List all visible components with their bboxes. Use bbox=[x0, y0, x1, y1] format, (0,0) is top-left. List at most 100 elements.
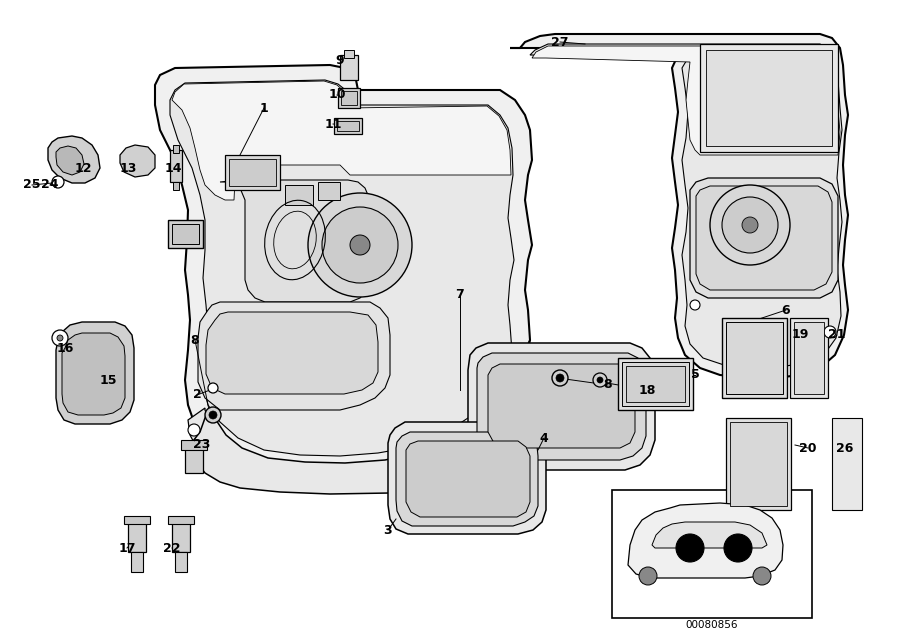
Circle shape bbox=[52, 330, 68, 346]
Bar bbox=[225, 155, 280, 190]
Bar bbox=[612, 490, 812, 618]
Bar bbox=[285, 185, 313, 205]
Polygon shape bbox=[468, 343, 655, 470]
Bar bbox=[175, 552, 187, 572]
Circle shape bbox=[308, 193, 412, 297]
Circle shape bbox=[552, 370, 568, 386]
Bar bbox=[341, 91, 357, 105]
Bar bbox=[334, 118, 362, 134]
Circle shape bbox=[208, 383, 218, 393]
Polygon shape bbox=[532, 46, 840, 155]
Circle shape bbox=[597, 377, 603, 383]
Bar bbox=[338, 88, 360, 108]
Polygon shape bbox=[56, 322, 134, 424]
Text: 18: 18 bbox=[638, 384, 656, 396]
Bar bbox=[173, 145, 179, 153]
Bar bbox=[626, 366, 685, 402]
Polygon shape bbox=[388, 422, 546, 534]
Bar bbox=[318, 182, 340, 200]
Bar bbox=[170, 150, 182, 182]
Bar bbox=[172, 224, 199, 244]
Text: 20: 20 bbox=[799, 441, 817, 455]
Polygon shape bbox=[628, 503, 783, 578]
Circle shape bbox=[710, 185, 790, 265]
Text: 16: 16 bbox=[57, 342, 74, 354]
Text: 25: 25 bbox=[23, 178, 40, 192]
Bar bbox=[168, 220, 203, 248]
Bar bbox=[185, 445, 203, 473]
Bar bbox=[173, 182, 179, 190]
Text: 6: 6 bbox=[782, 304, 790, 316]
Bar bbox=[128, 520, 146, 552]
Polygon shape bbox=[188, 340, 530, 477]
Bar bbox=[622, 362, 689, 406]
Bar bbox=[124, 516, 150, 524]
Bar bbox=[790, 318, 828, 398]
Bar bbox=[618, 358, 693, 410]
Text: 13: 13 bbox=[120, 161, 137, 175]
Polygon shape bbox=[120, 145, 155, 177]
Circle shape bbox=[676, 534, 704, 562]
Bar bbox=[832, 418, 862, 510]
Polygon shape bbox=[406, 441, 530, 517]
Bar bbox=[131, 552, 143, 572]
Polygon shape bbox=[690, 178, 838, 298]
Circle shape bbox=[824, 326, 836, 338]
Bar bbox=[229, 159, 276, 186]
Polygon shape bbox=[696, 186, 832, 290]
Circle shape bbox=[690, 300, 700, 310]
Text: 7: 7 bbox=[455, 288, 464, 302]
Polygon shape bbox=[488, 364, 635, 448]
Polygon shape bbox=[652, 522, 767, 548]
Bar bbox=[181, 440, 207, 450]
Text: 1: 1 bbox=[259, 102, 268, 114]
Circle shape bbox=[593, 373, 607, 387]
Bar bbox=[337, 121, 359, 131]
Text: 00080856: 00080856 bbox=[686, 620, 738, 630]
Circle shape bbox=[57, 335, 63, 341]
Circle shape bbox=[742, 217, 758, 233]
Polygon shape bbox=[477, 353, 646, 460]
Text: 14: 14 bbox=[164, 161, 182, 175]
Text: 2: 2 bbox=[193, 389, 202, 401]
Polygon shape bbox=[206, 312, 378, 394]
Polygon shape bbox=[48, 136, 100, 183]
Polygon shape bbox=[510, 34, 848, 378]
Circle shape bbox=[188, 424, 200, 436]
Bar bbox=[726, 418, 791, 510]
Circle shape bbox=[556, 374, 564, 382]
Polygon shape bbox=[190, 368, 545, 494]
Text: 8: 8 bbox=[191, 333, 199, 347]
Bar bbox=[706, 50, 832, 146]
Text: 26: 26 bbox=[836, 441, 854, 455]
Polygon shape bbox=[155, 65, 532, 478]
Text: 4: 4 bbox=[540, 432, 548, 444]
Text: 11: 11 bbox=[324, 117, 342, 131]
Bar bbox=[172, 520, 190, 552]
Circle shape bbox=[209, 411, 217, 419]
Bar bbox=[722, 318, 787, 398]
Circle shape bbox=[350, 235, 370, 255]
Circle shape bbox=[639, 567, 657, 585]
Text: 22: 22 bbox=[163, 542, 181, 554]
Circle shape bbox=[52, 176, 64, 188]
Text: 8: 8 bbox=[604, 378, 612, 392]
Polygon shape bbox=[62, 333, 125, 415]
Text: 9: 9 bbox=[336, 53, 345, 67]
Circle shape bbox=[722, 197, 778, 253]
Polygon shape bbox=[170, 80, 514, 456]
Polygon shape bbox=[198, 302, 390, 410]
Text: 23: 23 bbox=[194, 439, 211, 451]
Text: 21: 21 bbox=[828, 328, 846, 342]
Circle shape bbox=[322, 207, 398, 283]
Text: 24: 24 bbox=[41, 178, 58, 192]
Bar bbox=[344, 50, 354, 58]
Bar bbox=[726, 322, 783, 394]
Circle shape bbox=[753, 567, 771, 585]
Text: 10: 10 bbox=[328, 88, 346, 102]
Polygon shape bbox=[56, 146, 84, 175]
Circle shape bbox=[205, 407, 221, 423]
Text: 3: 3 bbox=[383, 523, 392, 537]
Text: 15: 15 bbox=[99, 373, 117, 387]
Polygon shape bbox=[396, 432, 538, 526]
